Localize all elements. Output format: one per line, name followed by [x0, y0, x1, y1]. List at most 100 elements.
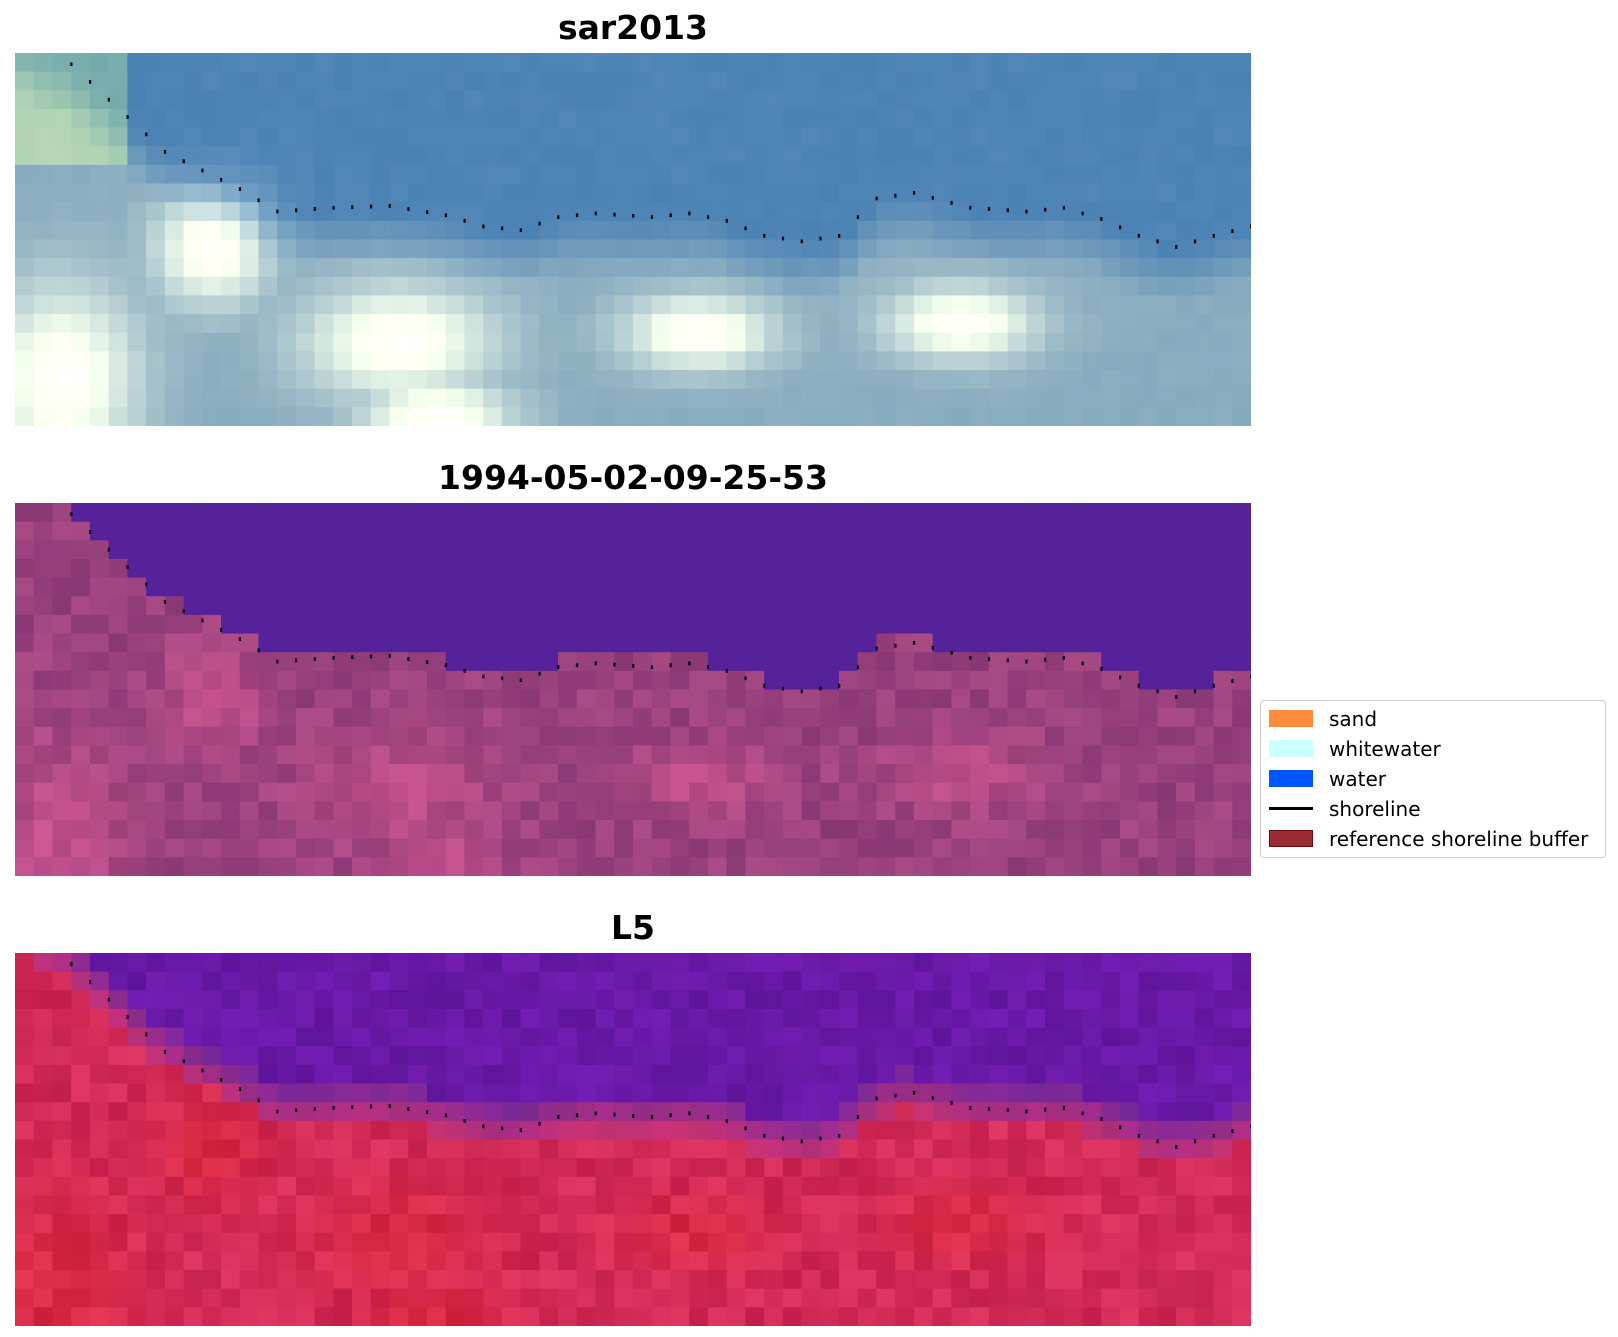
- raster-pixels: [15, 503, 1251, 876]
- shoreline-dot: [126, 565, 129, 569]
- shoreline-dot: [1193, 1139, 1197, 1144]
- shoreline-dot: [463, 218, 466, 223]
- shoreline-dot: [500, 226, 504, 231]
- shoreline-dot: [145, 1032, 148, 1037]
- shoreline-dot: [912, 641, 916, 645]
- shoreline-dot: [632, 214, 635, 218]
- legend-swatch-whitewater: [1269, 740, 1313, 757]
- shoreline-dot: [781, 1136, 785, 1141]
- shoreline-dot: [725, 668, 728, 673]
- shoreline-dot: [70, 962, 73, 967]
- shoreline-dot: [650, 1115, 654, 1119]
- shoreline-dot: [969, 205, 972, 210]
- shoreline-dot: [88, 530, 92, 534]
- shoreline-dot: [875, 646, 878, 651]
- shoreline-dot: [669, 663, 672, 668]
- shoreline-dot: [575, 663, 579, 668]
- shoreline-dot: [1137, 1133, 1140, 1138]
- shoreline-dot: [1044, 657, 1047, 662]
- shoreline-dot: [388, 204, 391, 208]
- legend-label-reference-buffer: reference shoreline buffer: [1329, 827, 1589, 851]
- shoreline-dot: [463, 668, 466, 673]
- shoreline-dot: [987, 657, 991, 661]
- shoreline-dot: [969, 1105, 972, 1110]
- shoreline-dot: [1156, 239, 1159, 244]
- shoreline-dot: [163, 1049, 167, 1054]
- shoreline-dot: [519, 1128, 522, 1133]
- shoreline-dot: [725, 218, 728, 223]
- shoreline-dot: [500, 1126, 504, 1131]
- shoreline-dot: [426, 660, 429, 665]
- shoreline-dot: [1175, 245, 1178, 249]
- shoreline-dot: [444, 213, 448, 218]
- panel-title-3: L5: [611, 908, 655, 947]
- shoreline-dot: [276, 209, 279, 214]
- legend-label-shoreline: shoreline: [1329, 797, 1421, 821]
- shoreline-dot: [838, 1133, 841, 1138]
- shoreline-dot: [594, 1111, 597, 1116]
- shoreline-dot: [613, 1112, 616, 1117]
- shoreline-dot: [1118, 225, 1122, 230]
- shoreline-dot: [1025, 209, 1028, 214]
- shoreline-dot: [332, 655, 335, 660]
- panel-classification-image: [15, 503, 1251, 876]
- shoreline-dot: [519, 228, 522, 233]
- shoreline-dot: [538, 671, 541, 676]
- shoreline-dot: [1137, 233, 1140, 238]
- legend-swatch-reference-buffer: [1269, 830, 1313, 847]
- shoreline-dot: [482, 1124, 485, 1129]
- shoreline-dot: [313, 657, 316, 661]
- shoreline-dot: [744, 1126, 747, 1131]
- shoreline-dot: [1250, 1124, 1251, 1129]
- legend-swatch-sand: [1269, 710, 1313, 727]
- shoreline-dot: [407, 1107, 410, 1111]
- shoreline-dot: [1193, 689, 1197, 694]
- shoreline-dot: [688, 661, 691, 666]
- shoreline-dot: [1006, 658, 1009, 663]
- shoreline-dot: [669, 1113, 672, 1118]
- shoreline-dot: [182, 1059, 185, 1064]
- legend-swatch-water: [1269, 770, 1313, 787]
- shoreline-dot: [70, 512, 73, 517]
- shoreline-dot: [107, 97, 110, 102]
- raster-pixels: [15, 953, 1251, 1326]
- shoreline-dot: [931, 1095, 934, 1100]
- shoreline-dot: [519, 678, 522, 683]
- shoreline-dot: [294, 208, 298, 213]
- shoreline-dot: [1212, 233, 1215, 238]
- shoreline-dot: [388, 654, 391, 658]
- shoreline-dot: [650, 215, 654, 219]
- shoreline-dot: [613, 212, 616, 217]
- shoreline-dot: [669, 213, 672, 218]
- shoreline-dot: [369, 1104, 373, 1109]
- legend-label-water: water: [1329, 767, 1386, 791]
- shoreline-dot: [1231, 679, 1234, 683]
- shoreline-dot: [632, 1114, 635, 1118]
- shoreline-dot: [632, 664, 635, 668]
- shoreline-dot: [1006, 1108, 1009, 1113]
- shoreline-dot: [201, 1068, 204, 1073]
- shoreline-dot: [294, 1108, 298, 1113]
- shoreline-dot: [950, 1100, 953, 1105]
- shoreline-dot: [706, 215, 710, 219]
- shoreline-dot: [1175, 695, 1178, 699]
- shoreline-dot: [856, 665, 860, 669]
- shoreline-dot: [426, 1110, 429, 1115]
- shoreline-dot: [1212, 1133, 1215, 1138]
- shoreline-dot: [987, 207, 991, 211]
- shoreline-dot: [875, 196, 878, 201]
- shoreline-dot: [163, 599, 167, 604]
- shoreline-dot: [725, 1118, 728, 1123]
- shoreline-dot: [1175, 1145, 1178, 1149]
- panel-title-2: 1994-05-02-09-25-53: [438, 458, 828, 497]
- shoreline-dot: [763, 233, 766, 238]
- shoreline-dot: [800, 689, 803, 694]
- shoreline-dot: [1212, 683, 1215, 688]
- shoreline-dot: [1062, 655, 1066, 660]
- shoreline-dot: [444, 663, 448, 668]
- shoreline-dot: [1062, 1105, 1066, 1110]
- shoreline-dot: [126, 1015, 129, 1019]
- shoreline-dot: [1156, 1139, 1159, 1144]
- shoreline-dot: [575, 1113, 579, 1118]
- shoreline-dot: [238, 187, 242, 192]
